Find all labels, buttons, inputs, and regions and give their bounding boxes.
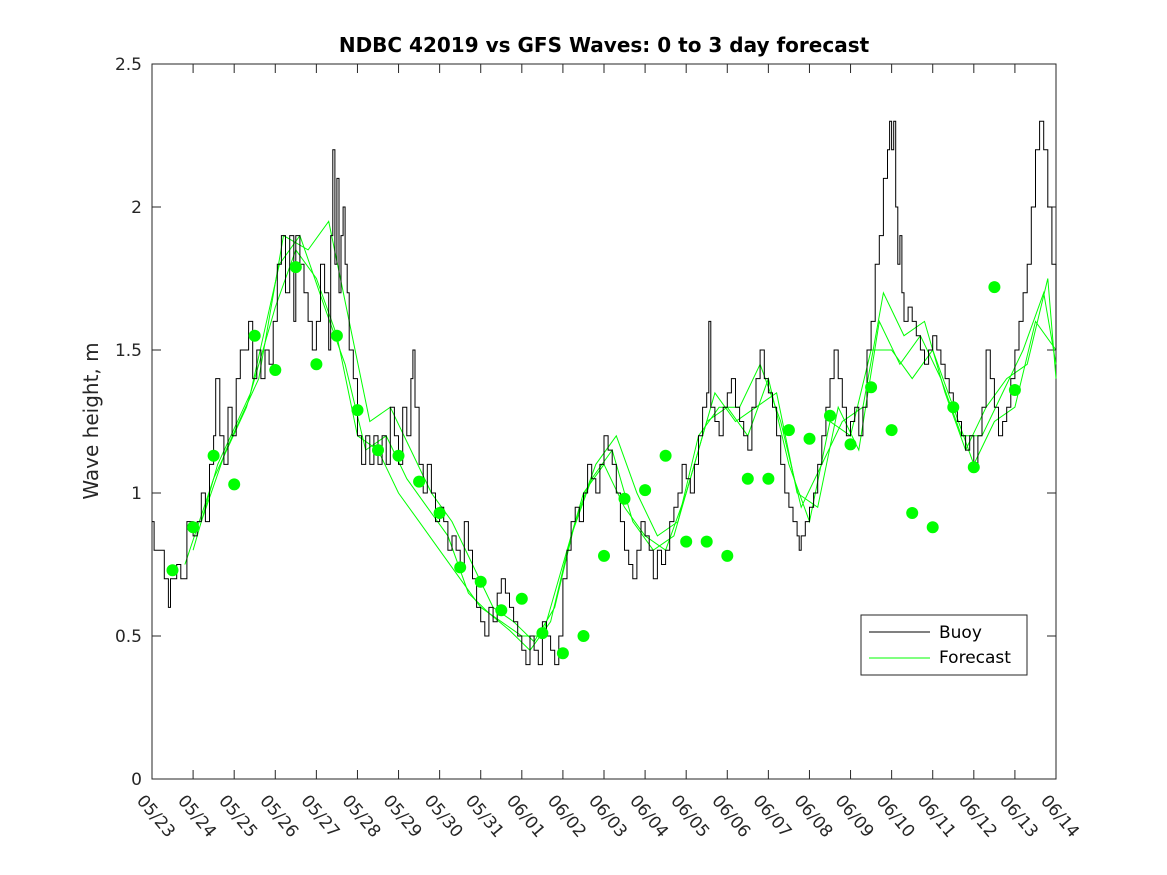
x-tick-label: 06/03 — [584, 791, 631, 841]
x-tick-label: 05/29 — [379, 791, 426, 841]
forecast-marker — [967, 461, 980, 474]
forecast-marker — [433, 507, 446, 519]
forecast-marker — [926, 521, 939, 534]
forecast-marker — [556, 647, 569, 660]
forecast-marker — [577, 630, 590, 642]
x-tick-label: 05/27 — [297, 791, 344, 841]
legend-forecast-label: Forecast — [939, 648, 1011, 668]
y-tick-label: 0 — [131, 770, 142, 790]
x-tick-label: 05/28 — [338, 791, 385, 841]
y-tick-label: 0.5 — [115, 627, 142, 647]
forecast-marker — [618, 492, 631, 505]
y-tick-label: 1.5 — [115, 341, 142, 361]
x-tick-label: 05/30 — [420, 791, 467, 841]
forecast-marker — [474, 575, 487, 588]
forecast-line — [184, 248, 1057, 637]
forecast-marker — [413, 475, 426, 488]
x-tick-label: 06/05 — [666, 791, 713, 841]
forecast-line — [192, 234, 1057, 652]
forecast-marker — [187, 521, 200, 534]
x-tick-label: 06/06 — [707, 791, 754, 841]
forecast-marker — [680, 535, 693, 548]
y-tick-label: 2 — [131, 198, 142, 218]
forecast-marker — [721, 549, 734, 562]
forecast-marker — [392, 449, 405, 462]
forecast-marker — [166, 564, 179, 577]
forecast-marker — [1008, 384, 1021, 396]
x-tick-label: 06/13 — [995, 791, 1042, 841]
forecast-marker — [207, 449, 220, 462]
forecast-marker — [906, 507, 919, 519]
x-tick-label: 05/31 — [461, 791, 508, 841]
plot-area: 00.511.522.505/2305/2405/2505/2605/2705/… — [115, 55, 1083, 842]
y-tick-label: 1 — [131, 484, 142, 504]
forecast-marker — [639, 484, 652, 497]
forecast-marker — [310, 358, 323, 371]
x-tick-label: 06/07 — [749, 791, 796, 841]
x-tick-label: 06/11 — [913, 791, 960, 841]
x-tick-label: 05/24 — [173, 791, 220, 841]
legend: Buoy Forecast — [860, 614, 1028, 676]
forecast-marker — [741, 472, 754, 485]
forecast-marker — [228, 478, 241, 491]
legend-buoy-label: Buoy — [939, 623, 982, 643]
x-tick-label: 06/14 — [1036, 791, 1083, 841]
x-tick-label: 06/04 — [625, 791, 672, 841]
forecast-marker — [782, 424, 795, 437]
forecast-marker — [495, 604, 508, 617]
forecast-marker — [700, 535, 713, 548]
forecast-marker — [885, 424, 898, 437]
x-tick-label: 05/23 — [132, 791, 179, 841]
x-tick-label: 06/08 — [790, 791, 837, 841]
forecast-marker — [454, 561, 467, 574]
forecast-marker — [988, 281, 1001, 294]
forecast-marker — [598, 549, 610, 562]
y-axis-label: Wave height, m — [79, 342, 103, 499]
x-tick-label: 06/12 — [954, 791, 1001, 841]
forecast-marker — [824, 409, 836, 422]
forecast-marker — [865, 381, 878, 394]
forecast-marker — [330, 329, 343, 342]
forecast-marker — [372, 444, 384, 457]
forecast-marker — [289, 261, 302, 274]
forecast-line — [200, 220, 1057, 643]
forecast-marker — [536, 627, 549, 640]
forecast-marker — [515, 592, 528, 605]
y-tick-label: 2.5 — [115, 55, 142, 75]
forecast-marker — [803, 432, 816, 445]
forecast-marker — [269, 364, 282, 376]
x-tick-label: 05/25 — [214, 791, 261, 841]
x-tick-label: 06/10 — [872, 791, 919, 841]
forecast-marker — [844, 438, 857, 451]
forecast-marker — [947, 401, 960, 414]
forecast-marker — [659, 449, 672, 462]
buoy-line — [152, 120, 1057, 666]
chart-title: NDBC 42019 vs GFS Waves: 0 to 3 day fore… — [339, 33, 870, 57]
forecast-marker — [762, 472, 775, 485]
x-tick-label: 06/09 — [831, 791, 878, 841]
forecast-marker — [351, 404, 364, 417]
x-tick-label: 06/01 — [502, 791, 549, 841]
x-tick-label: 05/26 — [255, 791, 302, 841]
forecast-marker — [248, 329, 261, 342]
x-tick-label: 06/02 — [543, 791, 590, 841]
